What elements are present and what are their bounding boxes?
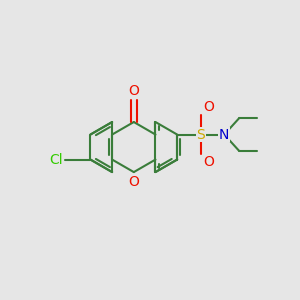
Text: Cl: Cl bbox=[50, 153, 63, 166]
Text: O: O bbox=[203, 155, 214, 169]
Text: O: O bbox=[203, 100, 214, 114]
Text: S: S bbox=[196, 128, 205, 142]
Text: N: N bbox=[219, 128, 230, 142]
Text: O: O bbox=[128, 84, 139, 98]
Text: O: O bbox=[128, 175, 139, 189]
